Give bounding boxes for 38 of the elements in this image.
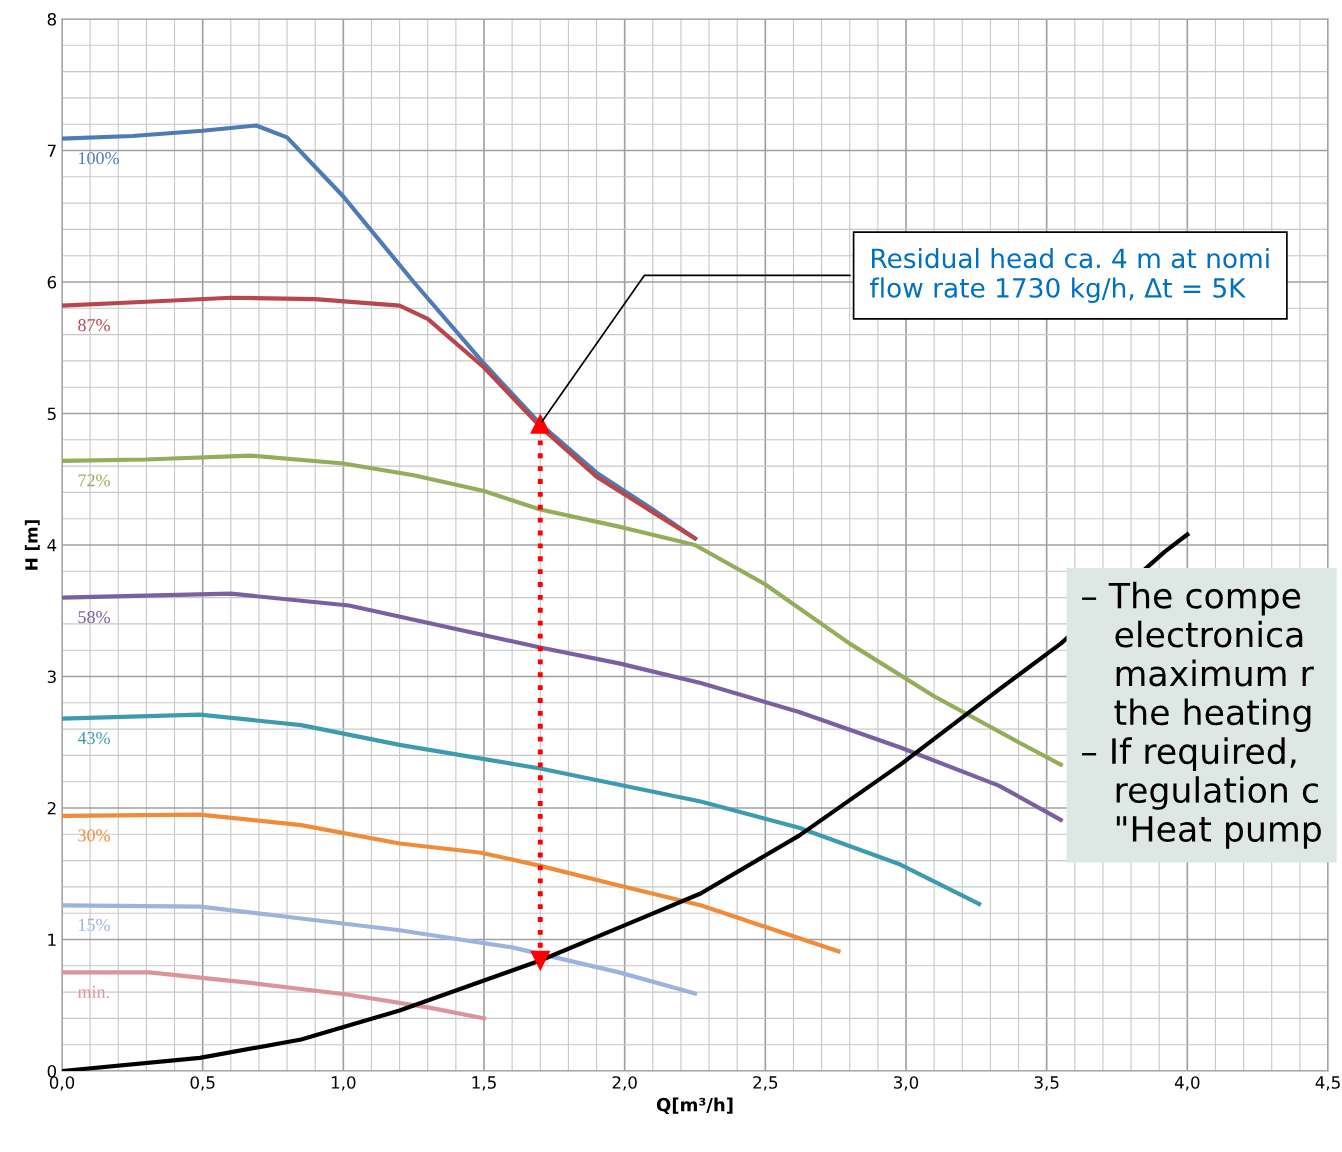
y-axis-title: H [m] <box>24 520 40 570</box>
line-series <box>62 591 1063 822</box>
x-tick-label: 4,5 <box>1315 1076 1340 1091</box>
line-series <box>62 970 487 1021</box>
series-label: 72% <box>78 474 110 487</box>
y-tick-label: 8 <box>47 12 56 26</box>
y-tick-label: 7 <box>47 144 56 157</box>
x-tick-label: 1,0 <box>331 1076 356 1091</box>
series-label: 15% <box>79 918 110 931</box>
series-label: 100% <box>79 152 119 165</box>
series-label: 87% <box>78 319 110 332</box>
line-series <box>62 812 841 954</box>
annotation: – The compe electronica maximum r the heating – If required, regulation c "Heat pump <box>1082 581 1321 849</box>
y-tick-label: 4 <box>47 539 57 552</box>
line-series <box>62 903 698 996</box>
x-tick-label: 2,0 <box>612 1076 637 1091</box>
line-series <box>62 712 982 907</box>
y-tick-label: 2 <box>47 801 56 815</box>
x-axis-title: Q[m³/h] <box>656 1097 733 1114</box>
y-tick-label: 1 <box>48 933 56 946</box>
line-series <box>62 453 1063 767</box>
series-label: 58% <box>78 610 110 624</box>
x-tick-label: 0,5 <box>190 1076 215 1091</box>
x-tick-label: 1,5 <box>472 1076 496 1091</box>
y-tick-label: 3 <box>47 670 56 684</box>
series-label: min. <box>77 985 109 999</box>
y-tick-label: 5 <box>47 407 56 421</box>
annotation: Residual head ca. 4 m at nomi flow rate 1730 kg/h, Δt = 5K <box>870 247 1269 303</box>
series-label: 30% <box>78 829 110 842</box>
x-tick-label: 4,0 <box>1174 1076 1200 1091</box>
x-tick-label: 3,0 <box>894 1076 919 1091</box>
x-tick-label: 2,5 <box>753 1076 778 1091</box>
y-tick-label: 6 <box>47 275 57 289</box>
y-tick-label: 0 <box>47 1064 57 1078</box>
line-series <box>62 295 698 541</box>
x-tick-label: 0,0 <box>49 1076 75 1091</box>
x-tick-label: 3,5 <box>1034 1076 1059 1091</box>
series-label: 43% <box>77 731 110 745</box>
